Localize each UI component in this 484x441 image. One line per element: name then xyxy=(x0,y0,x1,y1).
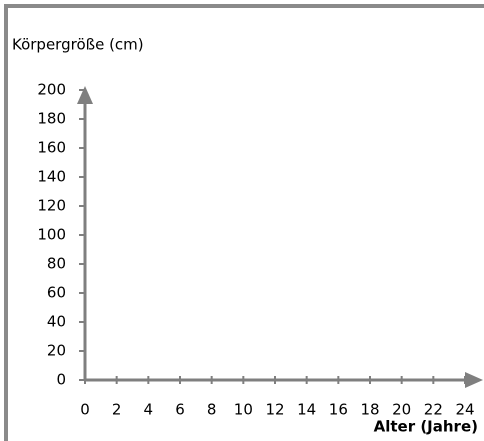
y-tick-label: 140 xyxy=(37,168,66,186)
x-tick-label: 6 xyxy=(175,401,185,419)
x-axis-arrow xyxy=(465,372,483,388)
x-tick-label: 8 xyxy=(207,401,217,419)
y-tick-label: 120 xyxy=(37,197,66,215)
y-tick-label: 40 xyxy=(47,313,66,331)
y-axis-title: Körpergröße (cm) xyxy=(12,36,144,54)
y-tick-label: 200 xyxy=(37,81,66,99)
x-tick-label: 16 xyxy=(329,401,348,419)
x-tick-label: 20 xyxy=(392,401,411,419)
x-tick-label: 0 xyxy=(80,401,90,419)
x-tick-label: 14 xyxy=(297,401,316,419)
x-tick-label: 22 xyxy=(424,401,443,419)
y-axis-arrow xyxy=(77,86,93,104)
y-tick-label: 60 xyxy=(47,284,66,302)
frame xyxy=(4,4,484,441)
x-tick-label: 4 xyxy=(144,401,154,419)
x-axis-title: Alter (Jahre) xyxy=(374,418,478,436)
x-tick-label: 12 xyxy=(265,401,284,419)
x-tick-label: 2 xyxy=(112,401,122,419)
y-tick-label: 20 xyxy=(47,342,66,360)
y-tick-label: 180 xyxy=(37,110,66,128)
y-tick-label: 100 xyxy=(37,226,66,244)
x-tick-label: 24 xyxy=(455,401,474,419)
x-tick-label: 10 xyxy=(234,401,253,419)
y-tick-label: 160 xyxy=(37,139,66,157)
y-tick-label: 0 xyxy=(56,371,66,389)
x-tick-label: 18 xyxy=(360,401,379,419)
y-tick-label: 80 xyxy=(47,255,66,273)
